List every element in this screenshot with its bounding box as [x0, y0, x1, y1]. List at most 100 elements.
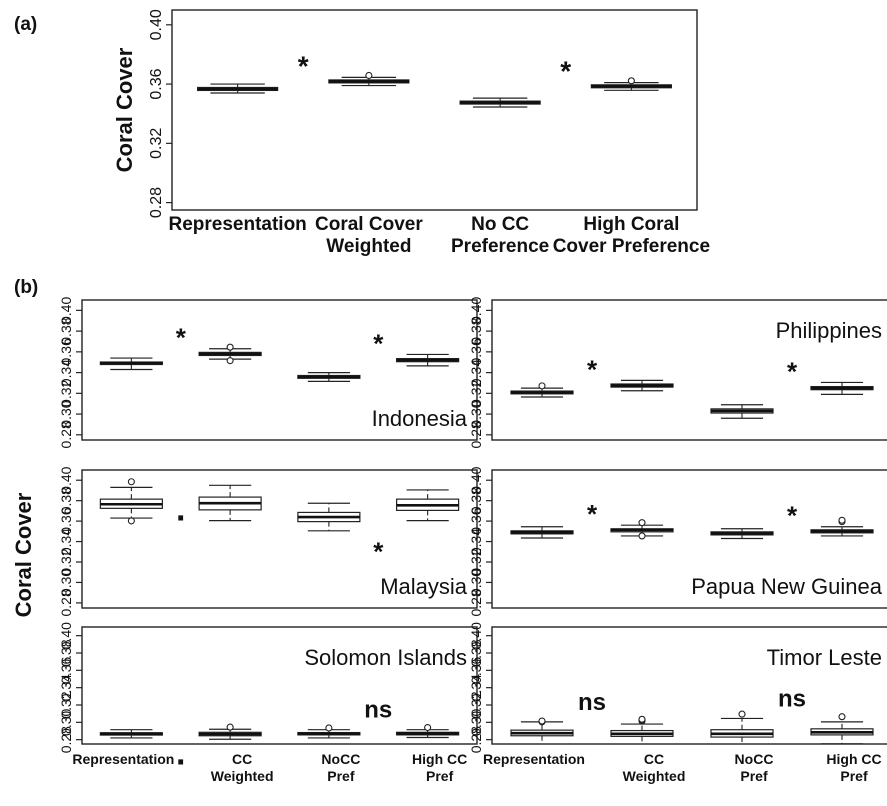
- panel-b6: 0.28 0.32 0.36 0.40 0.30 0.34 0.38 ns ns Timor Le…: [468, 622, 887, 784]
- y-tick-label: 0.30: [468, 569, 484, 596]
- panel-region-title: Papua New Guinea: [691, 574, 883, 599]
- box-outlier: [638, 715, 646, 723]
- box-outlier: [127, 517, 135, 525]
- y-tick-label: 0.28: [148, 187, 165, 218]
- panel-region-title: Indonesia: [372, 406, 468, 431]
- panel-region-title: Philippines: [776, 318, 882, 343]
- y-tick-label: 0.30: [468, 708, 484, 735]
- y-tick-label: 0.36: [58, 507, 74, 534]
- box-2: [610, 379, 674, 392]
- y-tick-label: 0.38: [468, 487, 484, 514]
- box-outlier: [424, 723, 432, 732]
- panel-b1: 0.28 0.32 0.36 0.40 0.30 0.34 0.38 * * Indonesia: [58, 297, 478, 448]
- plot-frame: [491, 626, 887, 745]
- y-tick-label: 0.38: [58, 639, 74, 666]
- panel-region-title: Timor Leste: [767, 645, 882, 670]
- category-label: Weighted: [211, 768, 274, 784]
- significance-marker: ns: [364, 697, 392, 724]
- box-outlier: [838, 516, 846, 524]
- y-tick-label: 0.40: [468, 622, 484, 649]
- panel-b-letter: (b): [14, 277, 38, 298]
- y-tick-label: 0.40: [468, 297, 484, 324]
- plot-area: [99, 343, 460, 383]
- y-tick-label: 0.28: [58, 421, 74, 448]
- y-tick-label: 0.32: [468, 691, 484, 718]
- box-outlier: [226, 357, 234, 365]
- category-label: Representation: [483, 751, 585, 767]
- y-tick-label: 0.38: [468, 317, 484, 344]
- box-1: [510, 382, 574, 398]
- box-3: [710, 710, 774, 744]
- y-tick-label: 0.34: [58, 359, 74, 386]
- category-label: Weighted: [623, 768, 686, 784]
- plot-area: [197, 71, 672, 108]
- plot-area: [99, 723, 460, 740]
- box-outlier: [226, 723, 234, 731]
- box-outlier: [638, 519, 646, 527]
- plot-frame: [81, 299, 478, 441]
- y-tick-label: 0.38: [58, 487, 74, 514]
- significance-marker: *: [560, 56, 571, 87]
- box-4: [590, 77, 672, 91]
- plot-area: [510, 379, 874, 419]
- category-label: High CC: [826, 751, 881, 767]
- panel-region-title: Malaysia: [380, 574, 468, 599]
- box-4: [810, 516, 874, 537]
- significance-marker: ns: [578, 689, 606, 716]
- panel-b2: 0.28 0.32 0.36 0.40 0.30 0.34 0.38 * * Philippine…: [468, 297, 887, 448]
- category-label: Pref: [426, 768, 454, 784]
- significance-marker: *: [587, 499, 598, 529]
- y-tick-label: 0.30: [58, 569, 74, 596]
- y-tick-label: 0.34: [468, 674, 484, 701]
- box-1: [99, 478, 163, 525]
- significance-marker: *: [587, 354, 598, 384]
- box-outlier: [365, 71, 373, 80]
- y-tick-label: 0.32: [58, 548, 74, 575]
- y-tick-label: 0.28: [58, 726, 74, 753]
- category-label: Pref: [840, 768, 868, 784]
- y-tick-label: 0.36: [148, 68, 165, 99]
- plot-frame: [491, 469, 887, 609]
- significance-marker: *: [298, 50, 309, 81]
- y-tick-label: 0.32: [468, 379, 484, 406]
- box-2: [328, 71, 410, 87]
- box-3: [710, 404, 774, 419]
- y-tick-label: 0.30: [58, 708, 74, 735]
- y-tick-label: 0.34: [468, 359, 484, 386]
- y-tick-label: 0.40: [468, 466, 484, 493]
- box-1: [99, 729, 163, 739]
- box-3: [459, 97, 541, 108]
- y-tick-label: 0.28: [468, 421, 484, 448]
- box-2: [198, 723, 262, 740]
- box-outlier: [738, 710, 746, 718]
- category-label: Pref: [740, 768, 768, 784]
- plot-frame: [171, 9, 698, 211]
- box-3: [297, 371, 361, 383]
- box-1: [510, 526, 574, 539]
- category-label: Coral Cover: [315, 214, 423, 235]
- category-label: CC: [644, 751, 664, 767]
- significance-marker: *: [787, 501, 798, 531]
- y-tick-label: 0.30: [468, 400, 484, 427]
- y-axis-label: Coral Cover: [112, 47, 137, 172]
- category-label: High Coral: [583, 214, 679, 235]
- plot-area: [99, 478, 460, 532]
- significance-marker: *: [373, 537, 384, 567]
- box-2: [198, 343, 262, 365]
- box-4: [396, 723, 460, 739]
- category-label: NoCC: [735, 751, 774, 767]
- y-tick-label: 0.38: [58, 317, 74, 344]
- category-label: CC: [232, 751, 252, 767]
- y-tick-label: 0.36: [468, 656, 484, 683]
- category-label: Preference: [451, 236, 549, 257]
- category-label: NoCC: [321, 751, 360, 767]
- plot-area: [510, 516, 874, 540]
- box-3: [297, 502, 361, 532]
- y-tick-label: 0.40: [58, 622, 74, 649]
- panel-a: 0.28 0.32 0.36 0.40 Coral Cover * * Representat…: [112, 9, 710, 257]
- box-outlier: [538, 382, 546, 390]
- category-label: Representation: [72, 751, 174, 767]
- box-outlier: [638, 532, 646, 540]
- y-tick-label: 0.36: [58, 656, 74, 683]
